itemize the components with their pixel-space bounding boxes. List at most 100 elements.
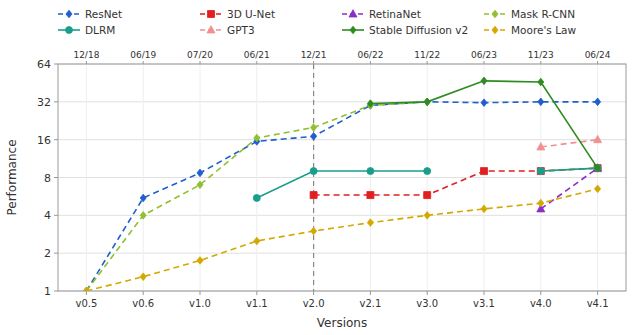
legend-label: GPT3 (227, 24, 255, 36)
x-tick (143, 291, 144, 295)
x-tick (597, 291, 598, 295)
series-line (86, 102, 597, 291)
y-axis-label: Performance (5, 139, 19, 215)
point (424, 168, 431, 175)
legend-item: Mask R-CNN (484, 8, 575, 20)
x-tick-label: v4.1 (587, 298, 609, 309)
legend-label: Stable Diffusion v2 (369, 24, 468, 36)
y-tick (54, 101, 58, 102)
x2-tick (484, 61, 485, 64)
point (481, 99, 487, 107)
point (594, 135, 602, 142)
x2-tick-label: 06/24 (585, 50, 611, 60)
x2-tick (143, 61, 144, 64)
series-line (541, 140, 598, 147)
x-grid-line (143, 64, 144, 291)
grid (58, 64, 626, 291)
x-axis-label: Versions (317, 316, 367, 330)
point (481, 205, 487, 213)
legend-marker (207, 26, 215, 33)
point (538, 199, 544, 207)
x-tick (86, 291, 87, 295)
legend-item: GPT3 (200, 24, 255, 36)
legend-label: 3D U-Net (227, 8, 275, 20)
point (595, 164, 601, 172)
x2-axis: 12/1806/1907/2006/2112/2106/2211/2206/23… (73, 50, 610, 64)
point (424, 98, 430, 106)
series-line (370, 81, 597, 168)
y-tick-label: 8 (44, 172, 51, 185)
series (83, 185, 600, 291)
x2-tick (597, 61, 598, 64)
y-tick-label: 64 (37, 58, 51, 71)
x-tick (313, 291, 314, 295)
point (311, 133, 317, 141)
x-tick-label: v2.1 (359, 298, 381, 309)
point (140, 273, 146, 281)
x2-tick-label: 06/22 (357, 50, 383, 60)
legend-marker (350, 26, 356, 34)
x-grid-line (370, 64, 371, 291)
y-tick (54, 177, 58, 178)
legend-item: RetinaNet (342, 8, 421, 20)
x2-tick-label: 11/22 (414, 50, 440, 60)
x-grid-line (313, 64, 314, 291)
x2-tick (200, 61, 201, 64)
point (481, 77, 487, 85)
legend-marker (66, 10, 72, 18)
x-tick-label: v0.5 (75, 298, 97, 309)
x-grid-line (484, 64, 485, 291)
x2-tick (540, 61, 541, 64)
point (424, 98, 430, 106)
point (595, 185, 601, 193)
point (537, 168, 544, 175)
legend-item: Stable Diffusion v2 (342, 24, 468, 36)
x2-tick (256, 61, 257, 64)
x2-tick-label: 06/19 (130, 50, 156, 60)
legend-item: DLRM (58, 24, 115, 36)
point (197, 181, 203, 189)
point (537, 168, 544, 175)
series (83, 98, 600, 291)
point (424, 192, 431, 199)
y-tick-label: 2 (44, 247, 51, 260)
point (311, 124, 317, 132)
legend-label: Moore's Law (511, 24, 576, 36)
point (140, 212, 146, 220)
x2-tick (370, 61, 371, 64)
legend: ResNet 3D U-Net RetinaNet Mask R-CNN DLRM GPT… (58, 8, 576, 36)
legend-marker (349, 10, 357, 17)
legend-label: ResNet (85, 8, 122, 20)
point (367, 100, 373, 108)
x2-tick (86, 61, 87, 64)
y-tick-label: 4 (44, 209, 51, 222)
y-tick (54, 291, 58, 292)
x2-tick-label: 12/21 (301, 50, 327, 60)
page: {"chart_data": { "type": "line", "catego… (0, 0, 640, 335)
legend-marker (492, 26, 498, 34)
point (311, 227, 317, 235)
point (140, 194, 146, 202)
point (197, 169, 203, 177)
series (253, 165, 601, 202)
x2-tick-label: 12/18 (73, 50, 99, 60)
x2-tick (313, 61, 314, 64)
series (537, 135, 602, 150)
x-tick-label: v1.0 (189, 298, 211, 309)
series-line (541, 168, 598, 209)
x-grid-line (256, 64, 257, 291)
x-tick (370, 291, 371, 295)
x-tick-label: v4.0 (530, 298, 552, 309)
chart: 1248163264Performancev0.5v0.6v1.0v1.1v2.… (0, 0, 640, 335)
x2-tick-label: 11/23 (528, 50, 554, 60)
point (197, 257, 203, 265)
y-tick (54, 139, 58, 140)
y-tick-label: 1 (44, 285, 51, 298)
x-tick-label: v3.1 (473, 298, 495, 309)
x-tick-label: v3.0 (416, 298, 438, 309)
x2-tick-label: 06/23 (471, 50, 497, 60)
point (310, 192, 317, 199)
point (367, 168, 374, 175)
series-line (86, 189, 597, 291)
point (595, 98, 601, 106)
